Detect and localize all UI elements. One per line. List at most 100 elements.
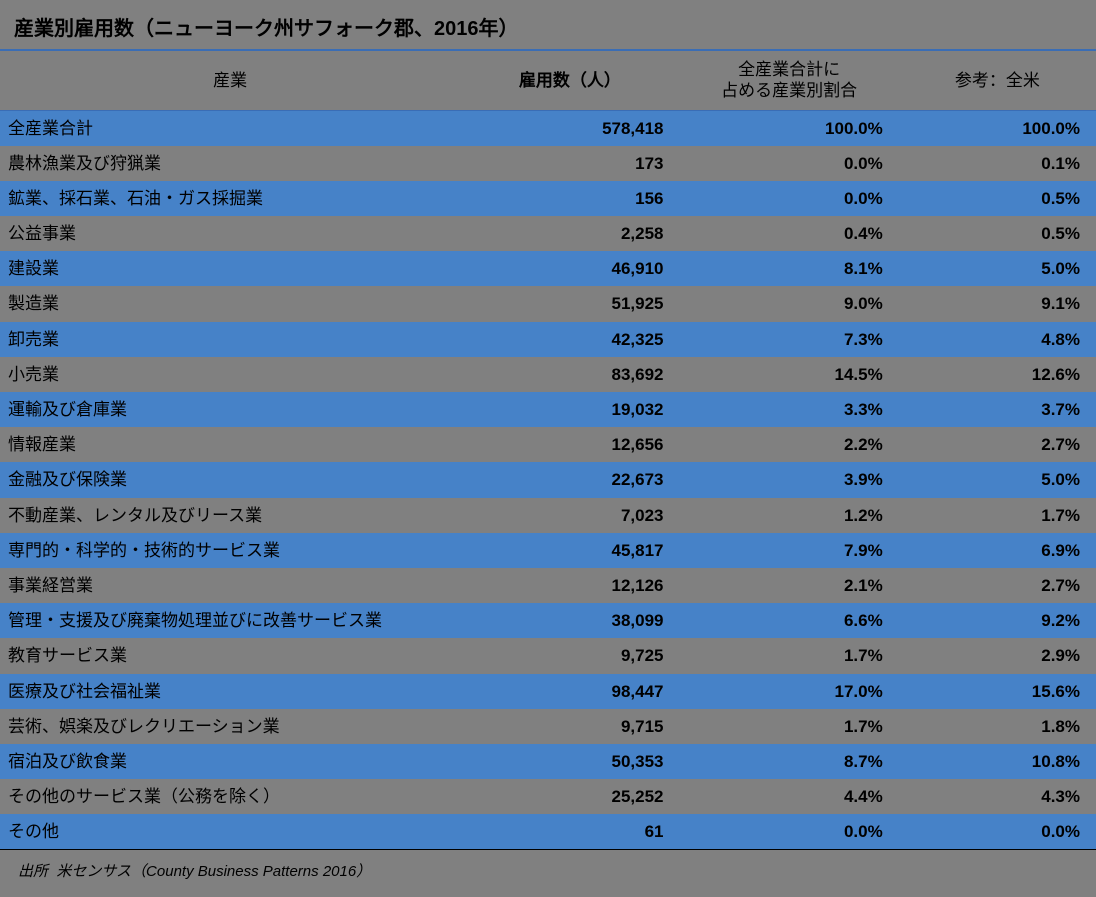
col-header-share: 全産業合計に占める産業別割合 [680, 51, 899, 110]
table-cell: 2.9% [899, 638, 1096, 673]
table-row: 全産業合計578,418100.0%100.0% [0, 110, 1096, 146]
table-cell: 100.0% [680, 110, 899, 146]
table-cell: 運輸及び倉庫業 [0, 392, 460, 427]
table-cell: 3.3% [680, 392, 899, 427]
table-cell: 7.9% [680, 533, 899, 568]
table-cell: 0.0% [680, 181, 899, 216]
table-cell: 2.1% [680, 568, 899, 603]
table-row: 宿泊及び飲食業50,3538.7%10.8% [0, 744, 1096, 779]
table-cell: 2.7% [899, 568, 1096, 603]
table-cell: 45,817 [460, 533, 679, 568]
table-cell: 25,252 [460, 779, 679, 814]
table-cell: 578,418 [460, 110, 679, 146]
source-line: 出所 米センサス（County Business Patterns 2016） [0, 850, 1096, 897]
table-row: 芸術、娯楽及びレクリエーション業9,7151.7%1.8% [0, 709, 1096, 744]
table-cell: 7,023 [460, 498, 679, 533]
table-row: その他610.0%0.0% [0, 814, 1096, 850]
table-cell: 事業経営業 [0, 568, 460, 603]
table-cell: 0.0% [680, 814, 899, 850]
table-cell: その他のサービス業（公務を除く） [0, 779, 460, 814]
table-cell: 4.3% [899, 779, 1096, 814]
table-cell: 0.5% [899, 216, 1096, 251]
table-cell: 12,126 [460, 568, 679, 603]
table-cell: 9.1% [899, 286, 1096, 321]
table-cell: 51,925 [460, 286, 679, 321]
table-cell: 22,673 [460, 462, 679, 497]
table-cell: 金融及び保険業 [0, 462, 460, 497]
table-title: 産業別雇用数（ニューヨーク州サフォーク郡、2016年） [0, 0, 1096, 51]
source-value: 米センサス（County Business Patterns 2016） [56, 863, 371, 880]
table-cell: 情報産業 [0, 427, 460, 462]
table-cell: 83,692 [460, 357, 679, 392]
table-row: 鉱業、採石業、石油・ガス採掘業1560.0%0.5% [0, 181, 1096, 216]
table-cell: 鉱業、採石業、石油・ガス採掘業 [0, 181, 460, 216]
table-cell: 9.0% [680, 286, 899, 321]
table-row: その他のサービス業（公務を除く）25,2524.4%4.3% [0, 779, 1096, 814]
table-cell: 管理・支援及び廃棄物処理並びに改善サービス業 [0, 603, 460, 638]
table-cell: 医療及び社会福祉業 [0, 674, 460, 709]
table-cell: 0.0% [899, 814, 1096, 850]
table-cell: 6.9% [899, 533, 1096, 568]
table-cell: 1.7% [680, 638, 899, 673]
table-cell: 173 [460, 146, 679, 181]
table-cell: 2.2% [680, 427, 899, 462]
table-header: 産業 雇用数（人） 全産業合計に占める産業別割合 参考：全米 [0, 51, 1096, 110]
table-cell: 0.1% [899, 146, 1096, 181]
table-cell: 卸売業 [0, 322, 460, 357]
table-cell: 1.7% [899, 498, 1096, 533]
table-cell: 12.6% [899, 357, 1096, 392]
table-row: 卸売業42,3257.3%4.8% [0, 322, 1096, 357]
table-cell: 10.8% [899, 744, 1096, 779]
table-container: 産業別雇用数（ニューヨーク州サフォーク郡、2016年） 産業 雇用数（人） 全産… [0, 0, 1096, 897]
table-cell: 5.0% [899, 462, 1096, 497]
table-row: 建設業46,9108.1%5.0% [0, 251, 1096, 286]
table-cell: 4.8% [899, 322, 1096, 357]
table-cell: 12,656 [460, 427, 679, 462]
table-row: 小売業83,69214.5%12.6% [0, 357, 1096, 392]
table-row: 不動産業、レンタル及びリース業7,0231.2%1.7% [0, 498, 1096, 533]
table-cell: 3.7% [899, 392, 1096, 427]
table-cell: 50,353 [460, 744, 679, 779]
table-cell: 0.4% [680, 216, 899, 251]
table-row: 公益事業2,2580.4%0.5% [0, 216, 1096, 251]
table-row: 医療及び社会福祉業98,44717.0%15.6% [0, 674, 1096, 709]
table-row: 運輸及び倉庫業19,0323.3%3.7% [0, 392, 1096, 427]
table-row: 情報産業12,6562.2%2.7% [0, 427, 1096, 462]
employment-table: 産業 雇用数（人） 全産業合計に占める産業別割合 参考：全米 全産業合計578,… [0, 51, 1096, 850]
table-cell: 4.4% [680, 779, 899, 814]
table-cell: 2.7% [899, 427, 1096, 462]
table-cell: 0.0% [680, 146, 899, 181]
table-cell: 農林漁業及び狩猟業 [0, 146, 460, 181]
table-cell: 0.5% [899, 181, 1096, 216]
table-cell: 小売業 [0, 357, 460, 392]
table-cell: 6.6% [680, 603, 899, 638]
table-cell: 17.0% [680, 674, 899, 709]
table-cell: 不動産業、レンタル及びリース業 [0, 498, 460, 533]
table-cell: 1.2% [680, 498, 899, 533]
table-cell: 1.7% [680, 709, 899, 744]
table-row: 金融及び保険業22,6733.9%5.0% [0, 462, 1096, 497]
table-cell: 98,447 [460, 674, 679, 709]
table-cell: 19,032 [460, 392, 679, 427]
table-cell: 46,910 [460, 251, 679, 286]
table-cell: 9,715 [460, 709, 679, 744]
table-row: 専門的・科学的・技術的サービス業45,8177.9%6.9% [0, 533, 1096, 568]
table-cell: 公益事業 [0, 216, 460, 251]
table-row: 製造業51,9259.0%9.1% [0, 286, 1096, 321]
table-cell: 38,099 [460, 603, 679, 638]
source-label: 出所 [18, 863, 48, 880]
table-cell: 芸術、娯楽及びレクリエーション業 [0, 709, 460, 744]
table-cell: その他 [0, 814, 460, 850]
table-cell: 専門的・科学的・技術的サービス業 [0, 533, 460, 568]
col-header-national: 参考：全米 [899, 51, 1096, 110]
table-cell: 製造業 [0, 286, 460, 321]
table-row: 教育サービス業9,7251.7%2.9% [0, 638, 1096, 673]
table-row: 管理・支援及び廃棄物処理並びに改善サービス業38,0996.6%9.2% [0, 603, 1096, 638]
table-cell: 教育サービス業 [0, 638, 460, 673]
table-cell: 建設業 [0, 251, 460, 286]
table-cell: 7.3% [680, 322, 899, 357]
table-cell: 9.2% [899, 603, 1096, 638]
table-cell: 9,725 [460, 638, 679, 673]
table-body: 全産業合計578,418100.0%100.0%農林漁業及び狩猟業1730.0%… [0, 110, 1096, 850]
table-cell: 5.0% [899, 251, 1096, 286]
